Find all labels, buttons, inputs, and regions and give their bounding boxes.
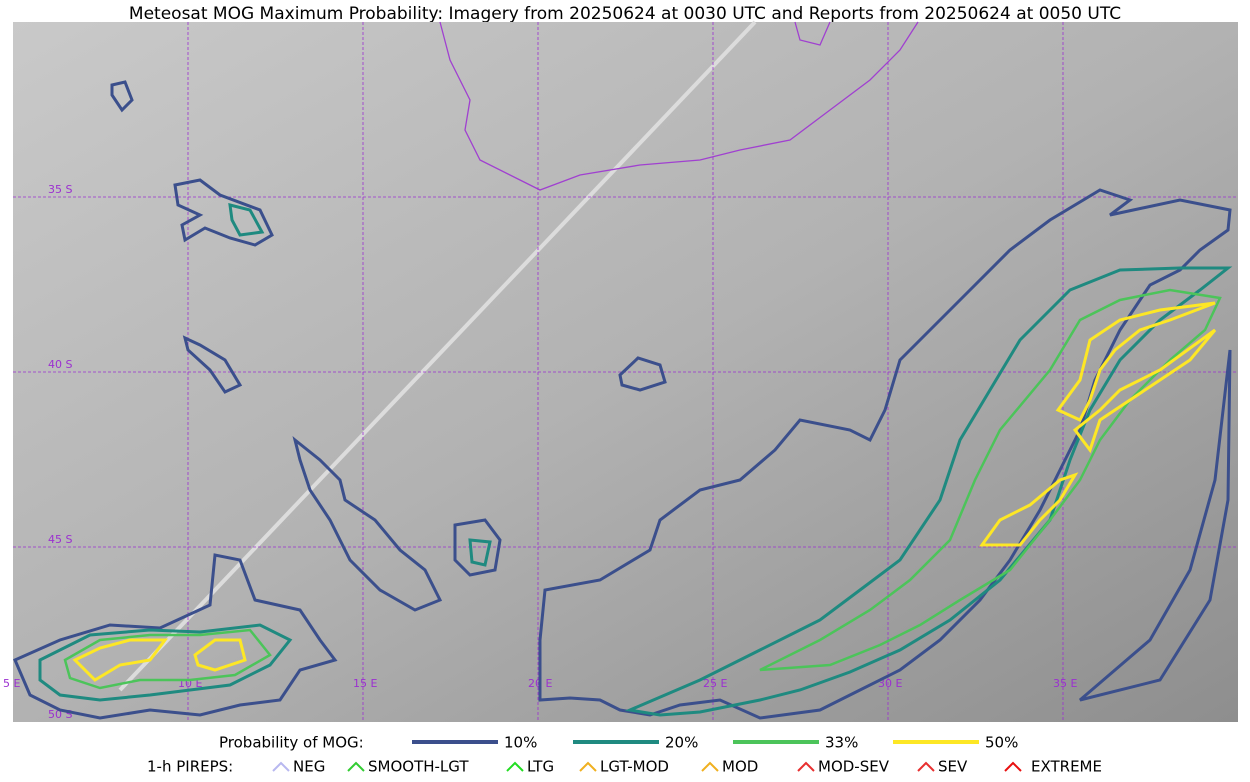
contour-10	[618, 356, 667, 392]
contour-10	[292, 436, 443, 612]
legend-label: SEV	[938, 758, 968, 776]
contour-50	[1072, 328, 1217, 454]
contour-10	[1079, 349, 1232, 702]
latitude-label: 35 S	[48, 183, 72, 196]
legend-heading: 1-h PIREPS:	[147, 758, 233, 776]
contours	[13, 80, 1233, 720]
contour-20	[624, 266, 1233, 717]
coastline	[439, 21, 919, 191]
legend-label: LGT-MOD	[600, 758, 669, 776]
legend-heading: Probability of MOG:	[219, 734, 364, 752]
longitude-label: 15 E	[353, 677, 377, 690]
legend-label: 33%	[825, 734, 858, 752]
legend-label: 50%	[985, 734, 1018, 752]
contour-50	[72, 638, 168, 682]
longitude-label: 5 E	[3, 677, 20, 690]
legend-label: SMOOTH-LGT	[368, 758, 469, 776]
contour-50	[193, 638, 247, 672]
contour-10	[182, 335, 243, 394]
legend-label: NEG	[293, 758, 325, 776]
longitude-label: 25 E	[703, 677, 727, 690]
coastline	[794, 21, 831, 46]
contour-20	[228, 203, 265, 237]
contour-20	[38, 623, 293, 702]
contour-33	[63, 628, 272, 690]
legend-label: 10%	[504, 734, 537, 752]
legend-label: EXTREME	[1031, 758, 1102, 776]
contour-10	[13, 553, 338, 720]
contour-10	[110, 80, 134, 113]
contour-10	[453, 518, 502, 577]
legend: Probability of MOG: 10% 20% 33% 50% 1-h PIREP…	[147, 734, 1102, 776]
pirep-symbol	[797, 761, 815, 772]
contour-20	[468, 538, 492, 567]
contour-10	[173, 178, 274, 247]
legend-label: LTG	[527, 758, 554, 776]
longitude-label: 30 E	[878, 677, 902, 690]
contour-50	[979, 472, 1079, 547]
pirep-symbol	[347, 761, 365, 772]
pirep-symbol	[1004, 761, 1022, 772]
pirep-symbol	[506, 761, 524, 772]
pirep-symbol	[272, 761, 290, 772]
pirep-symbol	[917, 761, 935, 772]
longitude-label: 35 E	[1053, 677, 1077, 690]
legend-label: MOD	[722, 758, 758, 776]
latitude-label: 45 S	[48, 533, 72, 546]
contour-50	[1055, 301, 1216, 422]
pirep-symbol	[579, 761, 597, 772]
contrail	[118, 20, 757, 692]
title: Meteosat MOG Maximum Probability: Imager…	[129, 4, 1121, 24]
latitude-label: 40 S	[48, 358, 72, 371]
legend-label: MOD-SEV	[818, 758, 890, 776]
contour-10	[538, 188, 1232, 720]
pirep-symbol	[701, 761, 719, 772]
legend-label: 20%	[665, 734, 698, 752]
contour-33	[759, 288, 1222, 672]
